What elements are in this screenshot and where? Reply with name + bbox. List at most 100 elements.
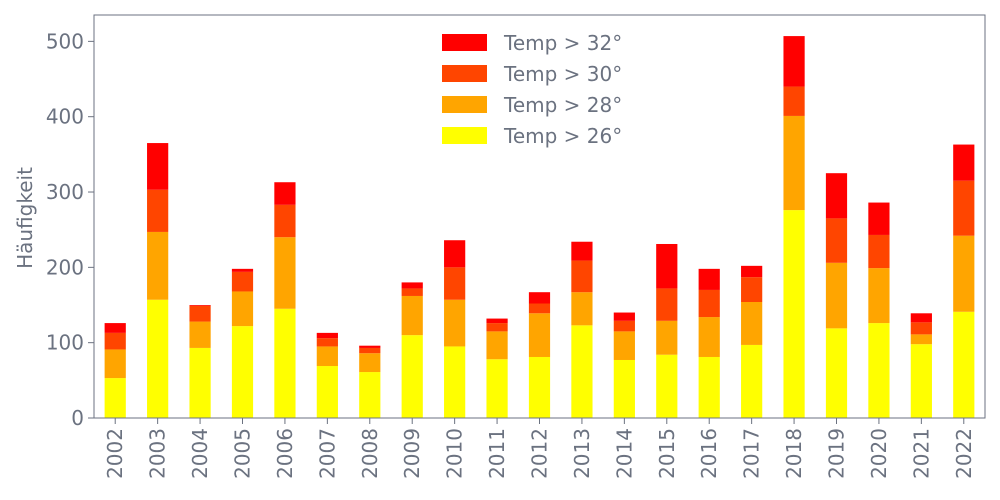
bar-segment-2014-s3 [613,312,635,321]
y-tick-label: 300 [46,180,84,204]
bar-segment-2019-s1 [825,262,848,329]
legend-swatch [442,65,487,82]
bar-segment-2017-s2 [741,277,763,302]
x-tick-label: 2015 [655,428,679,479]
bar-segment-2003-s2 [147,189,169,232]
bar-segment-2005-s1 [231,291,254,327]
legend-label: Temp > 28° [503,93,622,117]
bar-segment-2007-s1 [316,346,338,367]
bar-segment-2017-s0 [741,344,763,418]
bar-segment-2009-s2 [401,288,423,296]
bar-segment-2020-s1 [868,268,890,324]
legend-swatch [442,34,487,51]
x-tick-label: 2007 [315,428,339,479]
bar-segment-2014-s2 [613,320,635,332]
bar-segment-2005-s0 [231,326,254,418]
bar-segment-2011-s2 [486,323,508,332]
bars-layer [104,36,975,418]
bar-segment-2008-s0 [359,372,381,418]
y-axis: 0 100 200 300 400 500 [46,29,94,430]
bar-segment-2003-s1 [147,231,169,300]
bar-segment-2012-s2 [528,303,551,314]
y-tick-label: 500 [46,29,84,53]
x-tick-label: 2016 [697,428,721,479]
y-tick-label: 200 [46,255,84,279]
bar-segment-2016-s3 [698,268,720,290]
bar-segment-2008-s2 [359,347,381,354]
bar-segment-2010-s2 [444,267,466,300]
x-tick-label: 2004 [188,428,212,479]
bar-segment-2003-s0 [147,299,169,418]
y-tick-label: 0 [71,406,84,430]
bar-segment-2004-s0 [189,347,211,418]
bar-segment-2017-s3 [741,265,763,278]
bar-segment-2007-s2 [316,338,338,347]
bar-segment-2015-s3 [656,243,678,289]
y-tick-label: 100 [46,331,84,355]
bar-segment-2002-s2 [104,332,126,350]
x-tick-label: 2021 [909,428,933,479]
bar-segment-2011-s3 [486,318,508,324]
bar-segment-2016-s2 [698,289,720,318]
bar-segment-2002-s1 [104,349,126,379]
bar-segment-2013-s1 [571,292,593,326]
bar-segment-2011-s0 [486,359,508,418]
x-tick-label: 2013 [570,428,594,479]
legend-label: Temp > 26° [503,124,622,148]
bar-segment-2013-s2 [571,260,593,293]
bar-segment-2006-s1 [274,237,296,309]
bar-segment-2005-s3 [231,268,254,272]
x-tick-label: 2009 [400,428,424,479]
x-tick-label: 2012 [528,428,552,479]
bar-segment-2018-s0 [783,210,805,418]
bar-segment-2002-s3 [104,323,126,333]
bar-segment-2021-s0 [910,344,932,418]
x-tick-label: 2014 [612,428,636,479]
bar-segment-2011-s1 [486,331,508,360]
bar-segment-2008-s1 [359,353,381,373]
bar-segment-2021-s2 [910,322,932,335]
bar-segment-2006-s3 [274,182,296,205]
bar-segment-2002-s0 [104,378,126,418]
bar-segment-2010-s0 [444,346,466,418]
bar-segment-2018-s1 [783,115,805,211]
bar-segment-2016-s1 [698,317,720,357]
bar-segment-2015-s1 [656,320,678,355]
bar-segment-2007-s0 [316,366,338,418]
bar-segment-2018-s2 [783,86,805,116]
bar-segment-2022-s2 [953,180,975,236]
bar-segment-2012-s0 [528,356,551,418]
bar-segment-2018-s3 [783,36,805,87]
bar-segment-2006-s2 [274,204,296,238]
bar-segment-2006-s0 [274,308,296,418]
x-tick-label: 2010 [443,428,467,479]
bar-segment-2009-s3 [401,282,423,289]
bar-segment-2016-s0 [698,356,720,418]
bar-segment-2019-s3 [825,173,848,219]
x-tick-label: 2022 [952,428,976,479]
bar-segment-2020-s3 [868,202,890,235]
x-tick-label: 2011 [485,428,509,479]
bar-segment-2020-s0 [868,323,890,418]
bar-segment-2014-s1 [613,331,635,360]
x-axis: 2002 2003 2004 2005 2006 2007 2008 2009 2010 2011… [103,418,976,479]
bar-segment-2010-s3 [444,240,466,268]
x-tick-label: 2008 [358,428,382,479]
bar-segment-2021-s1 [910,334,932,345]
x-tick-label: 2019 [825,428,849,479]
y-tick-label: 400 [46,105,84,129]
bar-segment-2012-s1 [528,313,551,357]
legend-label: Temp > 32° [503,31,622,55]
bar-segment-2022-s1 [953,235,975,312]
legend-swatch [442,96,487,113]
x-tick-label: 2020 [867,428,891,479]
bar-segment-2009-s0 [401,335,423,418]
bar-segment-2008-s3 [359,345,381,348]
bar-segment-2004-s3 [189,305,211,306]
bar-segment-2007-s3 [316,332,338,339]
bar-segment-2021-s3 [910,313,932,323]
y-axis-label: Häufigkeit [13,167,37,269]
bar-segment-2015-s0 [656,354,678,418]
